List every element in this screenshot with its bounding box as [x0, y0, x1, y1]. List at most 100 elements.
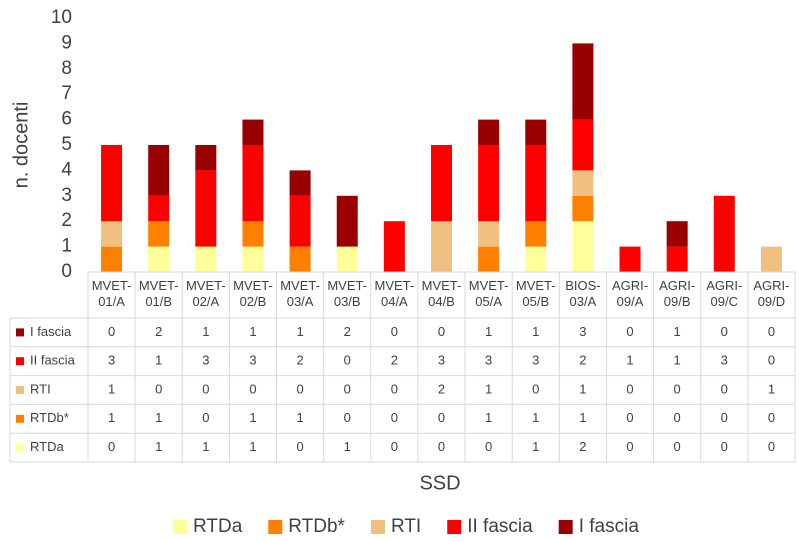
bar-segment	[478, 221, 500, 247]
bar-segment	[431, 221, 452, 272]
table-value: 1	[485, 381, 492, 396]
bar-segment	[525, 221, 547, 247]
category-cell: MVET-04/B	[421, 278, 462, 309]
legend-label: I fascia	[579, 516, 640, 537]
table-value: 1	[344, 439, 351, 454]
table-value: 0	[674, 410, 681, 425]
bar-segment	[336, 246, 358, 272]
category-cell: MVET-04/A	[374, 278, 415, 309]
table-value: 0	[768, 353, 775, 368]
legend-label: RTDa	[193, 516, 243, 537]
x-tick-label: MVET-02/A	[185, 278, 226, 309]
y-tick-label: 7	[61, 83, 72, 104]
table-value: 1	[155, 410, 162, 425]
x-tick-label: MVET-04/A	[374, 278, 415, 309]
table-value: 0	[721, 439, 728, 454]
bar-segment	[195, 246, 217, 272]
bar-segment	[289, 170, 311, 196]
table-value: 0	[202, 410, 209, 425]
table-value: 0	[721, 381, 728, 396]
table-legend-key	[16, 414, 24, 423]
y-tick-label: 6	[61, 109, 72, 130]
y-tick-label: 4	[61, 159, 72, 180]
table-row-label: RTDb*	[30, 410, 69, 425]
category-cell: MVET-02/A	[185, 278, 226, 309]
table-value: 0	[344, 353, 351, 368]
x-tick-label: MVET-01/A	[91, 278, 132, 309]
table-value: 2	[579, 353, 586, 368]
bar-segment	[336, 195, 358, 247]
legend-key	[447, 520, 462, 534]
bar-segment	[101, 221, 123, 247]
table-value: 0	[485, 439, 492, 454]
table-value: 1	[202, 439, 209, 454]
y-tick-label: 1	[61, 236, 72, 257]
table-row-label: RTI	[30, 381, 51, 396]
table-value: 3	[721, 353, 728, 368]
bar-segment	[242, 246, 264, 272]
table-value: 1	[532, 439, 539, 454]
table-value: 0	[626, 439, 633, 454]
x-tick-label: MVET-01/B	[138, 278, 179, 309]
table-value: 1	[579, 410, 586, 425]
category-cell: MVET-03/A	[280, 278, 320, 309]
bar-segment	[101, 246, 123, 272]
table-value: 0	[768, 410, 775, 425]
legend-key	[268, 520, 283, 534]
bar-segment	[242, 221, 264, 247]
table-value: 3	[485, 353, 492, 368]
bar-segment	[760, 246, 782, 272]
x-tick-label: MVET-03/B	[327, 278, 368, 309]
table-value: 1	[485, 324, 492, 339]
category-cell: MVET-05/B	[515, 278, 556, 309]
table-value: 0	[344, 381, 351, 396]
x-tick-label: MVET-05/B	[515, 278, 556, 309]
table-value: 3	[108, 353, 115, 368]
x-tick-label: MVET-04/B	[421, 278, 462, 309]
category-cell: MVET-05/A	[469, 278, 509, 309]
bar-segment	[431, 145, 452, 222]
category-cell: AGRI-09/D	[753, 278, 789, 309]
table-value: 0	[438, 439, 445, 454]
bar-segment	[478, 119, 500, 145]
table-legend-key	[16, 443, 24, 452]
bar-segment	[148, 195, 170, 222]
table-legend-key	[16, 328, 24, 337]
table-value: 1	[626, 353, 633, 368]
table-value: 0	[391, 324, 398, 339]
category-cell: AGRI-09/C	[706, 278, 742, 309]
bar-segment	[195, 145, 217, 171]
y-tick-label: 5	[61, 134, 72, 155]
table-value: 2	[296, 353, 303, 368]
table-value: 0	[155, 381, 162, 396]
table-value: 0	[344, 410, 351, 425]
table-legend-key	[16, 357, 24, 366]
table-value: 0	[532, 381, 539, 396]
bar-segment	[572, 43, 594, 120]
category-cell: AGRI-09/A	[612, 278, 648, 309]
table-value: 1	[202, 324, 209, 339]
legend-label: RTI	[391, 516, 421, 537]
x-tick-label: AGRI-09/B	[659, 278, 696, 309]
table-value: 1	[768, 381, 775, 396]
category-cell: MVET-01/A	[91, 278, 132, 309]
legend-label: RTDb*	[288, 516, 345, 537]
table-value: 2	[155, 324, 162, 339]
bar-segment	[666, 221, 688, 247]
y-tick-label: 0	[61, 261, 72, 282]
table-value: 0	[674, 381, 681, 396]
category-cell: MVET-02/B	[233, 278, 273, 309]
table-value: 1	[296, 324, 303, 339]
category-cell: MVET-01/B	[138, 278, 179, 309]
y-tick-label: 3	[61, 185, 72, 206]
x-axis-label: SSD	[419, 472, 460, 494]
table-value: 1	[532, 410, 539, 425]
category-cell: AGRI-09/B	[659, 278, 696, 309]
y-tick-label: 8	[61, 58, 72, 79]
bar-segment	[101, 145, 123, 222]
table-value: 1	[485, 410, 492, 425]
table-value: 0	[721, 410, 728, 425]
bar-segment	[713, 195, 735, 272]
table-value: 1	[108, 381, 115, 396]
bar-segment	[242, 145, 264, 222]
